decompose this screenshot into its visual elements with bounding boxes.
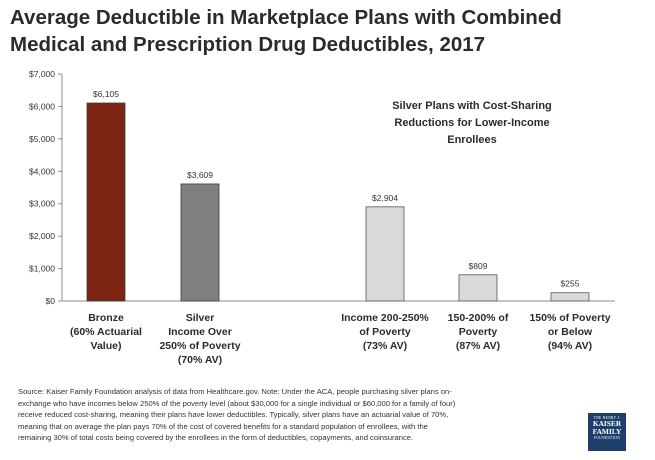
- source-line: Source: Kaiser Family Foundation analysi…: [18, 387, 452, 396]
- y-tick-label: $3,000: [29, 199, 55, 209]
- data-label: $6,105: [93, 89, 119, 99]
- bar: [458, 274, 498, 302]
- source-line: exchange who have incomes below 250% of …: [18, 398, 456, 408]
- data-label: $3,609: [187, 170, 213, 180]
- category-label: 150% of Poverty: [529, 312, 610, 324]
- category-label: (73% AV): [363, 340, 407, 352]
- data-label: $255: [561, 279, 580, 289]
- category-label: Value): [91, 340, 122, 352]
- data-label: $809: [469, 261, 488, 271]
- chart-title: Average Deductible in Marketplace Plans …: [10, 4, 640, 58]
- y-tick-label: $7,000: [29, 69, 55, 79]
- bar: [180, 183, 220, 302]
- source-line: remaining 30% of total costs being cover…: [18, 433, 414, 442]
- category-label: Income Over: [168, 326, 232, 338]
- category-label: Poverty: [459, 326, 498, 338]
- source-line: meaning that on average the plan pays 70…: [18, 421, 428, 431]
- y-tick-label: $5,000: [29, 134, 55, 144]
- y-tick-label: $1,000: [29, 264, 55, 274]
- annotation-text: Enrollees: [447, 134, 497, 146]
- y-tick-label: $6,000: [29, 101, 55, 111]
- category-label: or Below: [548, 326, 593, 338]
- annotation-text: Silver Plans with Cost-Sharing: [392, 100, 552, 112]
- category-label: (87% AV): [456, 340, 500, 352]
- logo-top-text: THE HENRY J.: [593, 416, 621, 420]
- logo-bottom-text: FOUNDATION: [593, 436, 621, 440]
- data-label: $2,904: [372, 193, 398, 203]
- source-line: receive reduced cost-sharing, meaning th…: [18, 410, 449, 419]
- logo-line2: FAMILY: [592, 427, 622, 436]
- category-label: Silver: [186, 312, 215, 324]
- category-label: (60% Actuarial: [70, 326, 142, 338]
- chart-title-line: Medical and Prescription Drug Deductible…: [10, 33, 486, 56]
- chart: $0 $1,000 $2,000 $3,000 $4,000 $5,000 $6,000 $7…: [29, 69, 615, 366]
- y-tick-label: $4,000: [29, 166, 55, 176]
- bar: [86, 102, 126, 302]
- source-note: Source: Kaiser Family Foundation analysi…: [18, 386, 578, 444]
- category-label: 250% of Poverty: [159, 340, 240, 352]
- chart-title-line: Average Deductible in Marketplace Plans …: [10, 6, 562, 29]
- annotation-text: Reductions for Lower-Income: [394, 117, 549, 129]
- y-tick-label: $2,000: [29, 231, 55, 241]
- category-label: Bronze: [88, 312, 124, 324]
- bar: [550, 292, 590, 302]
- bar: [365, 206, 405, 302]
- category-label: (94% AV): [548, 340, 592, 352]
- y-tick-label: $0: [46, 296, 56, 306]
- category-label: (70% AV): [178, 354, 222, 366]
- logo-line1: KAISER: [592, 419, 622, 428]
- category-label: 150-200% of: [448, 312, 509, 324]
- kaiser-family-foundation-logo: THE HENRY J. KAISER FAMILY FOUNDATION: [588, 413, 626, 451]
- category-label: of Poverty: [359, 326, 411, 338]
- category-label: Income 200-250%: [341, 312, 429, 324]
